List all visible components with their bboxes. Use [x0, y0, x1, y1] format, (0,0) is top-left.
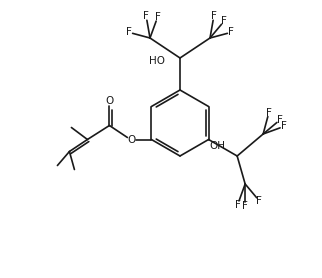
Text: F: F — [143, 11, 149, 21]
Text: F: F — [211, 11, 217, 21]
Text: F: F — [281, 121, 287, 131]
Text: F: F — [277, 115, 283, 125]
Text: F: F — [242, 201, 248, 211]
Text: F: F — [235, 200, 241, 210]
Text: F: F — [221, 16, 227, 26]
Text: F: F — [126, 27, 132, 37]
Text: OH: OH — [209, 141, 225, 151]
Text: F: F — [256, 196, 262, 206]
Text: O: O — [127, 135, 136, 145]
Text: F: F — [155, 12, 160, 22]
Text: HO: HO — [149, 56, 165, 66]
Text: O: O — [105, 96, 114, 105]
Text: F: F — [266, 108, 272, 118]
Text: F: F — [228, 27, 234, 37]
